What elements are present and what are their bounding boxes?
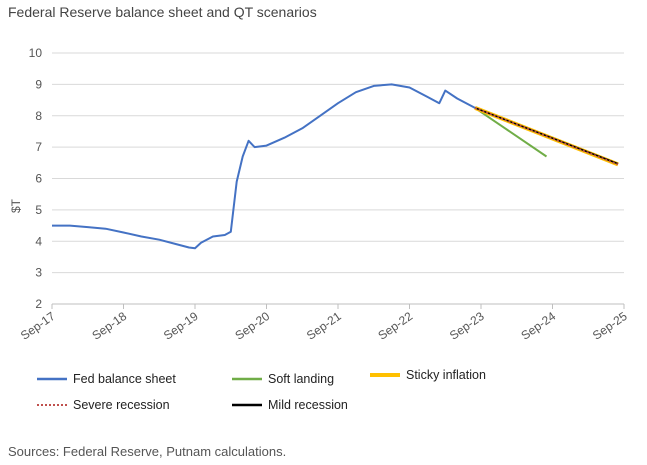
y-axis: 2 3 4 5 6 7 8 9 10 <box>29 46 43 311</box>
series-line-soft-landing <box>474 107 548 158</box>
legend: Fed balance sheet Soft landing Sticky infl… <box>37 368 486 412</box>
y-tick-label: 3 <box>35 266 42 280</box>
legend-label: Fed balance sheet <box>73 372 176 386</box>
source-note: Sources: Federal Reserve, Putnam calcula… <box>8 444 287 459</box>
x-tick-label: Sep-21 <box>304 309 344 343</box>
chart-title: Federal Reserve balance sheet and QT sce… <box>8 4 317 20</box>
series-line-severe-recession <box>474 107 619 166</box>
y-tick-label: 5 <box>35 203 42 217</box>
x-tick-label: Sep-23 <box>447 309 487 343</box>
x-tick-label: Sep-25 <box>590 309 630 343</box>
legend-label: Sticky inflation <box>406 368 486 382</box>
y-tick-label: 10 <box>29 46 43 60</box>
series-line-fed-balance-sheet <box>52 83 476 250</box>
legend-label: Severe recession <box>73 398 170 412</box>
y-tick-label: 7 <box>35 140 42 154</box>
legend-label: Soft landing <box>268 372 334 386</box>
y-tick-label: 4 <box>35 234 42 248</box>
series-lines <box>52 83 619 250</box>
grid-lines <box>52 52 624 305</box>
y-axis-label: $T <box>9 198 23 213</box>
y-tick-label: 8 <box>35 109 42 123</box>
y-tick-label: 9 <box>35 77 42 91</box>
y-tick-label: 2 <box>35 297 42 311</box>
legend-label: Mild recession <box>268 398 348 412</box>
x-tick-label: Sep-19 <box>161 309 201 343</box>
x-tick-label: Sep-22 <box>375 309 415 343</box>
x-tick-label: Sep-17 <box>18 309 58 343</box>
x-tick-label: Sep-20 <box>232 309 272 343</box>
x-tick-label: Sep-24 <box>518 309 558 343</box>
y-tick-label: 6 <box>35 172 42 186</box>
x-axis: Sep-17 Sep-18 Sep-19 Sep-20 Sep-21 Sep-22 Sep-… <box>18 304 630 343</box>
x-tick-label: Sep-18 <box>89 309 129 343</box>
